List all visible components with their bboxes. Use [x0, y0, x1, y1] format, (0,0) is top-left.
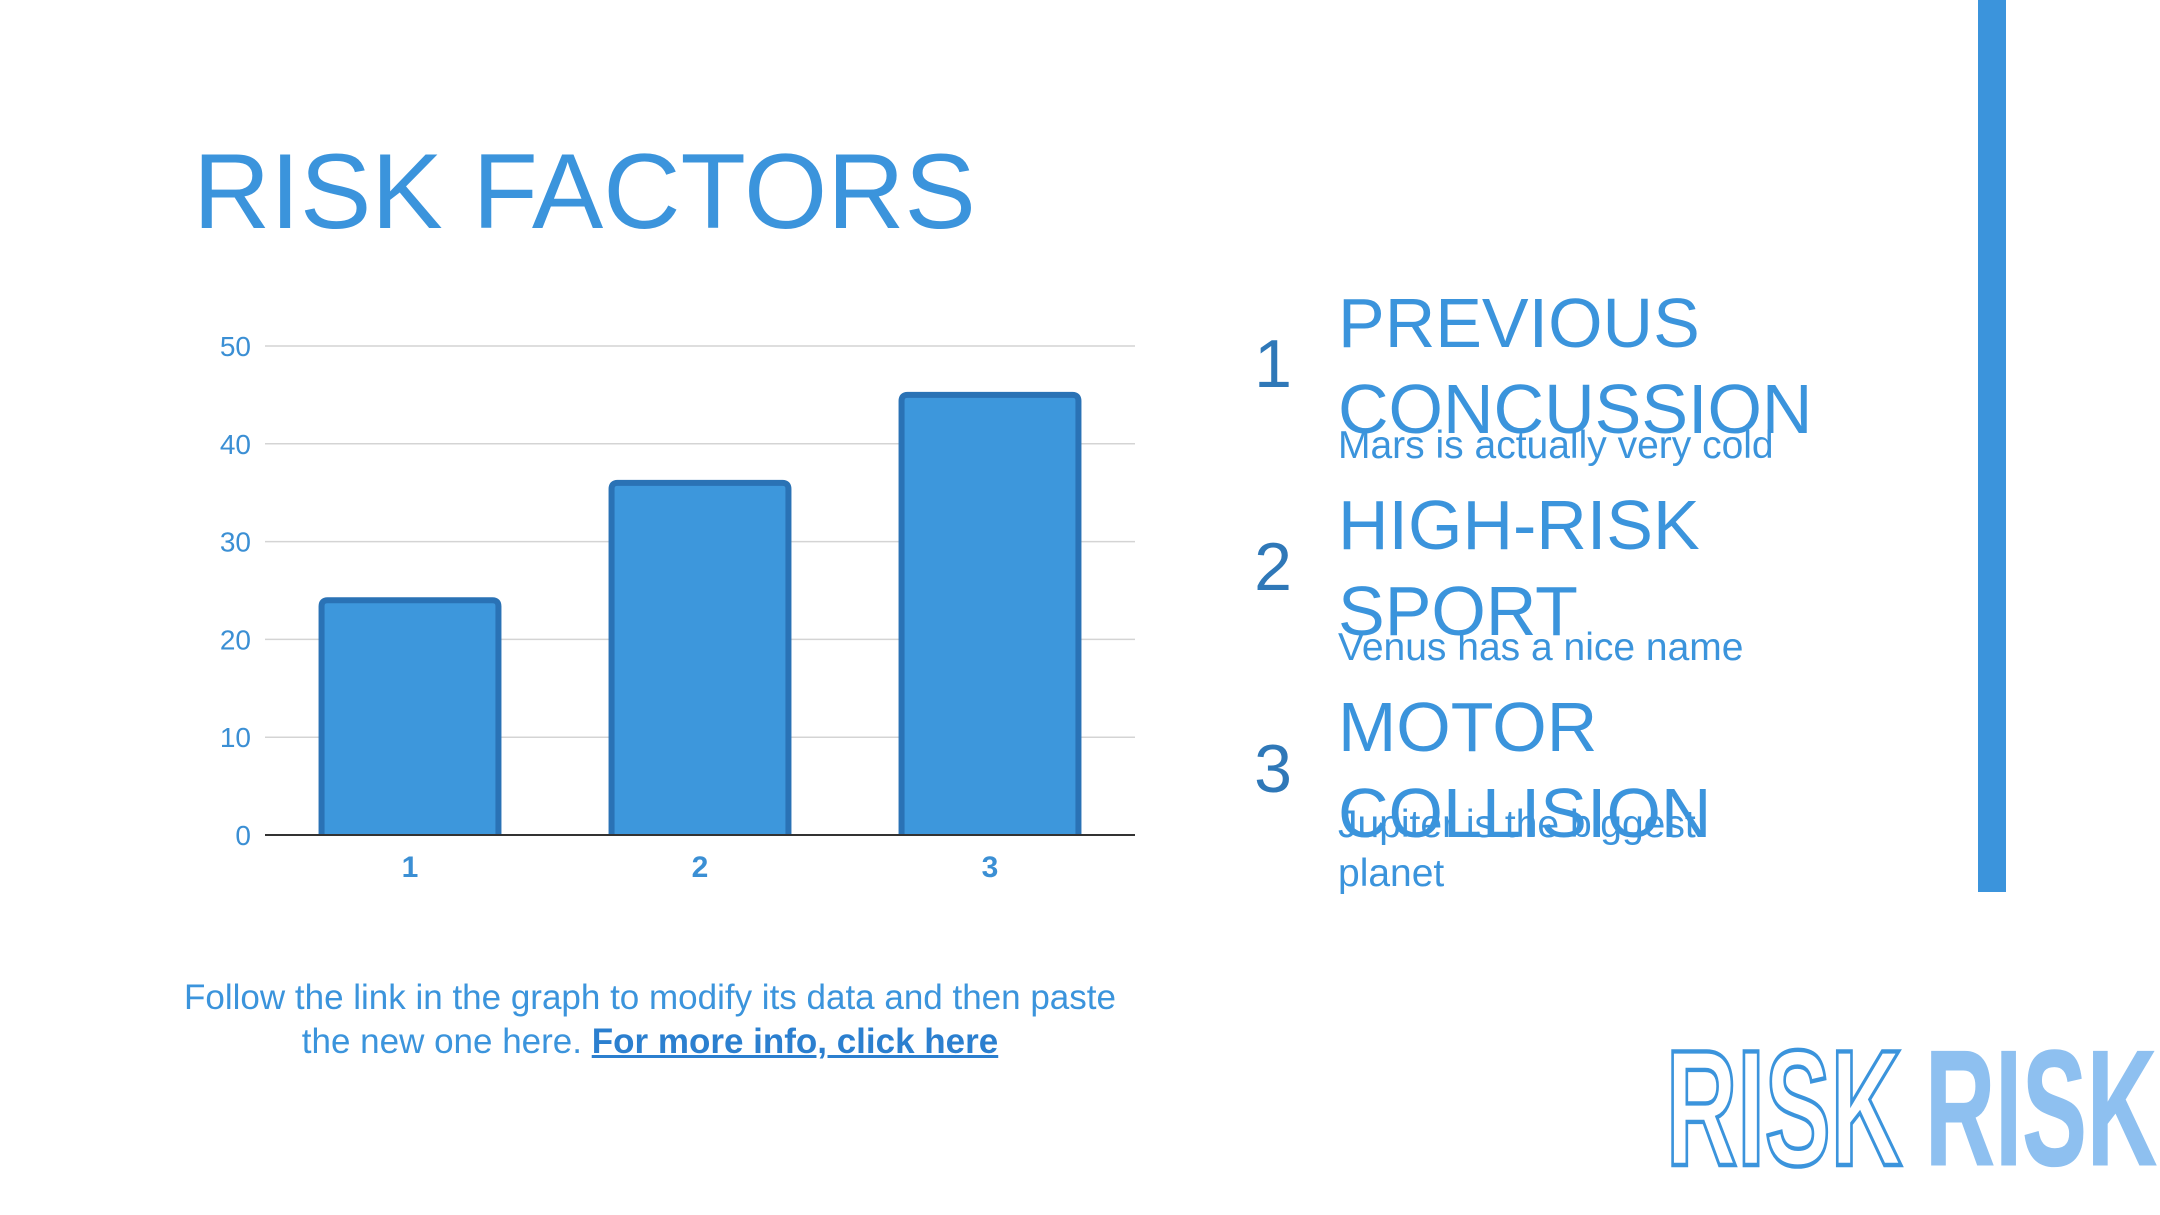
item-number-3: 3: [1254, 731, 1292, 807]
item-title-previous-concussion: PREVIOUS CONCUSSION: [1338, 284, 1813, 448]
risk-word-filled: RISK: [1925, 1016, 2157, 1200]
more-info-link[interactable]: For more info, click here: [591, 1022, 999, 1061]
bar-1[interactable]: [318, 597, 502, 835]
bar-2[interactable]: [608, 479, 792, 835]
x-tick-label: 3: [982, 851, 999, 884]
item-desc-jupiter: Jupiter is the biggest planet: [1338, 803, 1696, 895]
y-tick-label: 40: [220, 429, 251, 460]
caption-text: Follow the link in the graph to modify i…: [184, 978, 1116, 1061]
risk-word-art: RISK RISK: [1664, 1014, 2158, 1202]
bar-chart[interactable]: 0 10 20 30 40 50 1 2 3: [180, 300, 1160, 900]
y-tick-label: 10: [220, 722, 251, 753]
x-tick-label: 2: [692, 851, 709, 884]
y-tick-label: 50: [220, 331, 251, 362]
risk-word-outline: RISK: [1666, 1016, 1902, 1200]
y-tick-label: 0: [235, 820, 251, 851]
slide-title: RISK FACTORS: [193, 131, 976, 251]
item-title-high-risk-sport: HIGH-RISK SPORT: [1338, 486, 1700, 650]
x-tick-label: 1: [402, 851, 419, 884]
accent-bar: [1978, 0, 2006, 892]
item-number-2: 2: [1254, 529, 1292, 605]
item-desc-venus: Venus has a nice name: [1338, 626, 1744, 669]
chart-caption: Follow the link in the graph to modify i…: [180, 976, 1120, 1064]
item-title-motor-collision: MOTOR COLLISION: [1338, 688, 1712, 852]
item-desc-mars: Mars is actually very cold: [1338, 424, 1774, 467]
y-tick-label: 20: [220, 624, 251, 655]
bar-3[interactable]: [898, 391, 1082, 835]
item-number-1: 1: [1254, 326, 1292, 402]
y-tick-label: 30: [220, 527, 251, 558]
